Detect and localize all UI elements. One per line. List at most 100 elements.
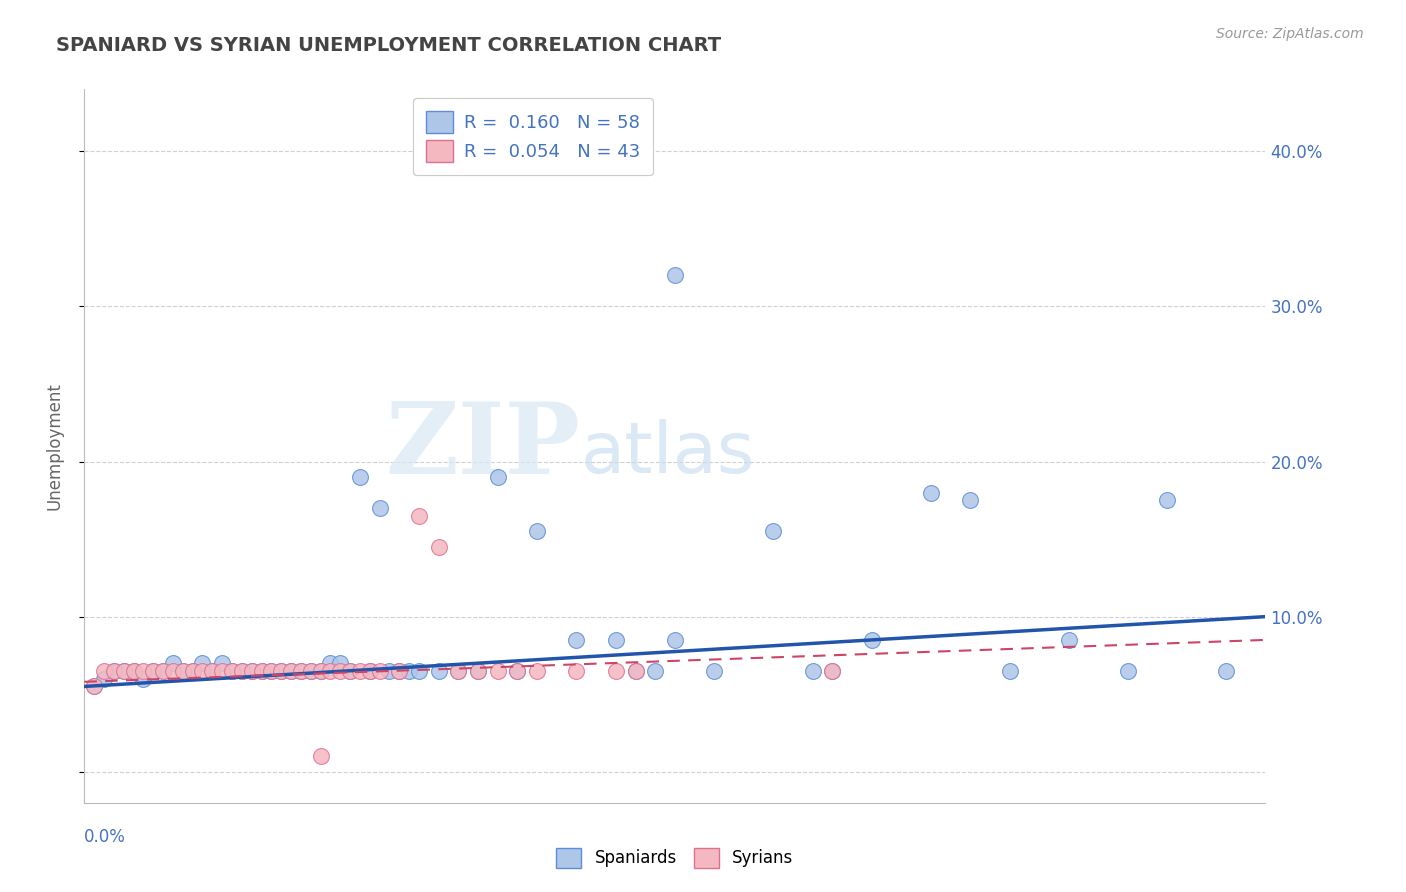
- Point: [250, 664, 273, 678]
- Point: [801, 664, 824, 678]
- Point: [162, 664, 184, 678]
- Point: [368, 664, 391, 678]
- Point: [526, 664, 548, 678]
- Point: [181, 664, 204, 678]
- Point: [83, 680, 105, 694]
- Point: [359, 664, 381, 678]
- Point: [201, 664, 224, 678]
- Point: [231, 664, 253, 678]
- Point: [467, 664, 489, 678]
- Point: [191, 664, 214, 678]
- Point: [368, 501, 391, 516]
- Point: [821, 664, 844, 678]
- Point: [1057, 632, 1080, 647]
- Point: [378, 664, 401, 678]
- Point: [408, 664, 430, 678]
- Point: [447, 664, 470, 678]
- Point: [467, 664, 489, 678]
- Point: [644, 664, 666, 678]
- Point: [309, 749, 332, 764]
- Point: [122, 664, 145, 678]
- Point: [319, 664, 342, 678]
- Point: [142, 664, 165, 678]
- Text: SPANIARD VS SYRIAN UNEMPLOYMENT CORRELATION CHART: SPANIARD VS SYRIAN UNEMPLOYMENT CORRELAT…: [56, 36, 721, 54]
- Point: [132, 664, 155, 678]
- Point: [565, 632, 588, 647]
- Point: [860, 632, 883, 647]
- Point: [221, 664, 243, 678]
- Point: [486, 470, 509, 484]
- Point: [211, 656, 233, 670]
- Point: [526, 524, 548, 539]
- Point: [162, 656, 184, 670]
- Point: [427, 540, 450, 554]
- Point: [290, 664, 312, 678]
- Point: [240, 664, 263, 678]
- Point: [605, 664, 627, 678]
- Point: [664, 632, 686, 647]
- Point: [408, 508, 430, 523]
- Point: [339, 664, 361, 678]
- Point: [329, 656, 352, 670]
- Point: [309, 664, 332, 678]
- Legend: Spaniards, Syrians: Spaniards, Syrians: [550, 841, 800, 875]
- Point: [260, 664, 283, 678]
- Point: [565, 664, 588, 678]
- Point: [181, 664, 204, 678]
- Point: [339, 664, 361, 678]
- Point: [152, 664, 174, 678]
- Point: [821, 664, 844, 678]
- Point: [1116, 664, 1139, 678]
- Point: [920, 485, 942, 500]
- Point: [270, 664, 292, 678]
- Text: atlas: atlas: [581, 418, 755, 488]
- Point: [201, 664, 224, 678]
- Point: [762, 524, 785, 539]
- Point: [112, 664, 135, 678]
- Point: [93, 672, 115, 686]
- Text: 0.0%: 0.0%: [84, 828, 127, 846]
- Point: [998, 664, 1021, 678]
- Point: [112, 664, 135, 678]
- Point: [93, 664, 115, 678]
- Y-axis label: Unemployment: Unemployment: [45, 382, 63, 510]
- Point: [959, 493, 981, 508]
- Point: [486, 664, 509, 678]
- Point: [231, 664, 253, 678]
- Point: [1156, 493, 1178, 508]
- Point: [1215, 664, 1237, 678]
- Point: [250, 664, 273, 678]
- Point: [349, 664, 371, 678]
- Point: [103, 664, 125, 678]
- Legend: R =  0.160   N = 58, R =  0.054   N = 43: R = 0.160 N = 58, R = 0.054 N = 43: [413, 98, 652, 175]
- Point: [240, 664, 263, 678]
- Point: [319, 656, 342, 670]
- Point: [309, 664, 332, 678]
- Point: [664, 268, 686, 283]
- Point: [605, 632, 627, 647]
- Point: [142, 664, 165, 678]
- Point: [398, 664, 420, 678]
- Point: [122, 664, 145, 678]
- Point: [83, 680, 105, 694]
- Point: [260, 664, 283, 678]
- Point: [349, 470, 371, 484]
- Point: [270, 664, 292, 678]
- Point: [172, 664, 194, 678]
- Text: Source: ZipAtlas.com: Source: ZipAtlas.com: [1216, 27, 1364, 41]
- Point: [427, 664, 450, 678]
- Point: [388, 664, 411, 678]
- Point: [299, 664, 322, 678]
- Point: [506, 664, 529, 678]
- Point: [447, 664, 470, 678]
- Point: [329, 664, 352, 678]
- Point: [103, 664, 125, 678]
- Point: [280, 664, 302, 678]
- Point: [280, 664, 302, 678]
- Text: ZIP: ZIP: [385, 398, 581, 494]
- Point: [211, 664, 233, 678]
- Point: [191, 656, 214, 670]
- Point: [152, 664, 174, 678]
- Point: [624, 664, 647, 678]
- Point: [703, 664, 725, 678]
